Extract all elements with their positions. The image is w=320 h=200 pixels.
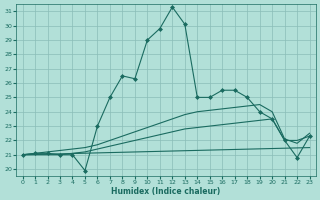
X-axis label: Humidex (Indice chaleur): Humidex (Indice chaleur): [111, 187, 221, 196]
